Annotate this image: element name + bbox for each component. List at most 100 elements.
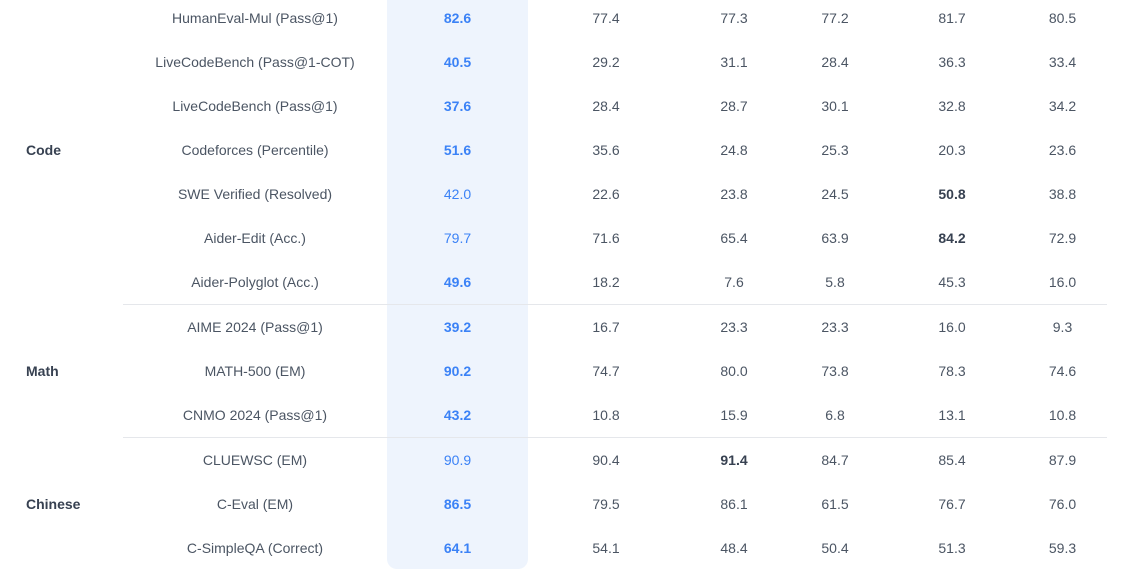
benchmark-name: LiveCodeBench (Pass@1-COT) xyxy=(155,54,355,70)
benchmark-name: Codeforces (Percentile) xyxy=(181,142,329,158)
score-cell: 77.3 xyxy=(720,10,748,26)
score-cell: 28.7 xyxy=(720,98,748,114)
benchmark-name: SWE Verified (Resolved) xyxy=(177,186,333,202)
score-cell: 24.5 xyxy=(821,186,849,202)
score-cell: 32.8 xyxy=(938,98,966,114)
score-cell: 59.3 xyxy=(1048,540,1077,556)
highlighted-score: 82.6 xyxy=(443,10,472,26)
highlighted-score: 86.5 xyxy=(443,496,472,512)
score-cell: 76.7 xyxy=(938,496,966,512)
category-label: Chinese xyxy=(26,495,81,512)
score-cell: 23.6 xyxy=(1048,142,1077,158)
benchmark-name: Aider-Polyglot (Acc.) xyxy=(123,260,387,305)
score-cell: 80.5 xyxy=(1048,10,1077,26)
score-cell: 51.3 xyxy=(938,540,966,556)
highlighted-score: 90.2 xyxy=(443,363,472,379)
score-cell: 76.0 xyxy=(1048,496,1077,512)
score-cell: 61.5 xyxy=(821,496,849,512)
table-row: Codeforces (Percentile) 51.6 35.6 24.8 25.3 2… xyxy=(18,128,1107,172)
benchmark-name: MATH-500 (EM) xyxy=(204,363,306,379)
score-cell: 33.4 xyxy=(1048,54,1077,70)
score-cell: 18.2 xyxy=(528,260,684,305)
score-cell: 22.6 xyxy=(592,186,620,202)
score-cell: 6.8 xyxy=(784,393,886,438)
table-row: Chinese CLUEWSC (EM) 90.9 90.4 91.4 84.7 85.4 8… xyxy=(18,438,1107,512)
score-cell: 36.3 xyxy=(938,54,966,70)
score-cell: 54.1 xyxy=(592,540,620,556)
benchmark-table: Code HumanEval-Mul (Pass@1) 82.6 77.4 77.3 77… xyxy=(18,0,1107,570)
score-cell: 34.2 xyxy=(1048,98,1077,114)
benchmark-name: Aider-Edit (Acc.) xyxy=(204,230,306,246)
table-row: C-SimpleQA (Correct) 64.1 54.1 48.4 50.4 51.3… xyxy=(18,526,1107,570)
benchmark-name: CNMO 2024 (Pass@1) xyxy=(123,393,387,438)
score-cell: 48.4 xyxy=(720,540,748,556)
highlighted-score: 40.5 xyxy=(443,54,472,70)
score-cell: 50.8 xyxy=(938,186,966,202)
score-cell: 50.4 xyxy=(821,540,849,556)
highlighted-score: 49.6 xyxy=(387,260,528,305)
benchmark-name: AIME 2024 (Pass@1) xyxy=(187,319,323,335)
score-cell: 16.0 xyxy=(938,319,966,335)
highlighted-score: 51.6 xyxy=(443,142,472,158)
score-cell: 23.3 xyxy=(821,319,849,335)
category-label: Code xyxy=(26,142,61,159)
score-cell: 78.3 xyxy=(938,363,966,379)
score-cell: 9.3 xyxy=(1052,319,1073,335)
score-cell: 10.8 xyxy=(1018,393,1107,438)
score-cell: 65.4 xyxy=(720,230,748,246)
score-cell: 24.8 xyxy=(720,142,748,158)
score-cell: 28.4 xyxy=(592,98,620,114)
category-label: Math xyxy=(26,363,59,379)
table-row: MATH-500 (EM) 90.2 74.7 80.0 73.8 78.3 74.6 xyxy=(18,349,1107,393)
highlighted-score: 64.1 xyxy=(443,540,472,556)
score-cell: 16.0 xyxy=(1018,260,1107,305)
score-cell: 5.8 xyxy=(784,260,886,305)
highlighted-score: 90.9 xyxy=(443,452,472,468)
score-cell: 38.8 xyxy=(1048,186,1077,202)
score-cell: 23.3 xyxy=(720,319,748,335)
table-row: LiveCodeBench (Pass@1) 37.6 28.4 28.7 30.1 32… xyxy=(18,84,1107,128)
score-cell: 81.7 xyxy=(938,10,966,26)
highlighted-score: 43.2 xyxy=(387,393,528,438)
score-cell: 77.4 xyxy=(592,10,620,26)
score-cell: 63.9 xyxy=(821,230,849,246)
score-cell: 23.8 xyxy=(720,186,748,202)
table-row: Aider-Polyglot (Acc.) 49.6 18.2 7.6 5.8 45.3 1… xyxy=(18,260,1107,305)
score-cell: 31.1 xyxy=(720,54,748,70)
benchmark-name: LiveCodeBench (Pass@1) xyxy=(172,98,338,114)
highlighted-score: 37.6 xyxy=(443,98,472,114)
score-cell: 15.9 xyxy=(684,393,784,438)
score-cell: 87.9 xyxy=(1048,452,1077,468)
score-cell: 30.1 xyxy=(821,98,849,114)
score-cell: 7.6 xyxy=(684,260,784,305)
score-cell: 29.2 xyxy=(592,54,620,70)
score-cell: 74.7 xyxy=(592,363,620,379)
benchmark-name: CLUEWSC (EM) xyxy=(202,452,308,468)
benchmark-name: C-Eval (EM) xyxy=(216,496,294,512)
score-cell: 16.7 xyxy=(592,319,620,335)
benchmark-table-body: Code HumanEval-Mul (Pass@1) 82.6 77.4 77.3 77… xyxy=(18,0,1107,570)
table-row: Math AIME 2024 (Pass@1) 39.2 16.7 23.3 23.3 16… xyxy=(18,305,1107,379)
score-cell: 84.7 xyxy=(821,452,849,468)
score-cell: 73.8 xyxy=(821,363,849,379)
table-row: Code HumanEval-Mul (Pass@1) 82.6 77.4 77.3 77… xyxy=(18,0,1107,158)
highlighted-score: 42.0 xyxy=(443,186,472,202)
table-row: C-Eval (EM) 86.5 79.5 86.1 61.5 76.7 76.0 xyxy=(18,482,1107,526)
score-cell: 77.2 xyxy=(821,10,849,26)
table-row: Aider-Edit (Acc.) 79.7 71.6 65.4 63.9 84.2 72.… xyxy=(18,216,1107,260)
score-cell: 71.6 xyxy=(592,230,620,246)
score-cell: 72.9 xyxy=(1048,230,1077,246)
highlighted-score: 79.7 xyxy=(443,230,472,246)
benchmark-name: C-SimpleQA (Correct) xyxy=(186,540,324,556)
score-cell: 10.8 xyxy=(528,393,684,438)
benchmark-name: HumanEval-Mul (Pass@1) xyxy=(172,10,338,26)
score-cell: 86.1 xyxy=(720,496,748,512)
table-row: CNMO 2024 (Pass@1) 43.2 10.8 15.9 6.8 13.1 10.… xyxy=(18,393,1107,438)
score-cell: 79.5 xyxy=(592,496,620,512)
score-cell: 13.1 xyxy=(886,393,1018,438)
score-cell: 20.3 xyxy=(938,142,966,158)
score-cell: 28.4 xyxy=(821,54,849,70)
score-cell: 91.4 xyxy=(720,452,748,468)
score-cell: 35.6 xyxy=(592,142,620,158)
